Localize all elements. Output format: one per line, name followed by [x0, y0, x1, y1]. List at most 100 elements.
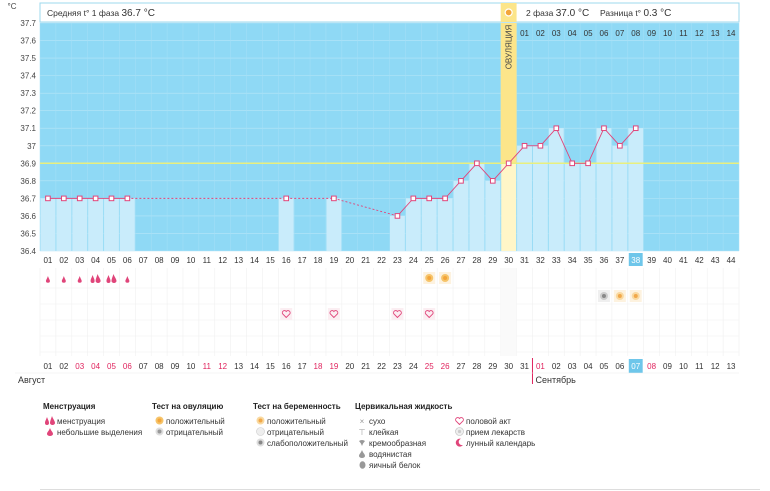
legend-label: лунный календарь [466, 439, 536, 448]
preg-negative-icon [253, 427, 267, 438]
legend-item: яичный белок [355, 460, 452, 471]
y-tick-label: 37.7 [20, 19, 36, 28]
phase2-day-label: 03 [552, 29, 561, 38]
phase2-day-label: 11 [679, 29, 688, 38]
phase2-day-label: 02 [536, 29, 545, 38]
temp-point [108, 195, 115, 202]
creamy-icon [355, 439, 369, 449]
cycle-day-label: 08 [155, 256, 164, 265]
calendar-date-label: 26 [441, 362, 450, 371]
temp-bar [517, 145, 532, 251]
light-drop-icon [61, 276, 66, 283]
intercourse-cell [280, 308, 293, 320]
temp-point [537, 142, 544, 149]
temp-line-segment [397, 198, 414, 217]
temp-point [632, 125, 639, 132]
sun-positive-icon [152, 416, 166, 427]
legend-item: положительный [253, 416, 348, 427]
legend-item: ⊤ клейкая [355, 427, 452, 438]
legend-label: водянистая [369, 450, 412, 459]
calendar-date-label: 14 [250, 362, 259, 371]
legend-item: × сухо [355, 416, 452, 427]
legend-label: кремообразная [369, 439, 427, 448]
cycle-day-label: 03 [75, 256, 84, 265]
legend-item: слабоположительный [253, 438, 348, 449]
temp-point [331, 195, 337, 202]
y-tick-label: 36.9 [20, 159, 36, 168]
legend-cervical: Цервикальная жидкость × сухо ⊤ клейкая к… [355, 402, 452, 471]
temp-bar [88, 198, 104, 251]
legend-label: половой акт [466, 417, 511, 426]
y-tick-label: 37.4 [20, 72, 36, 81]
temp-point [61, 195, 67, 202]
month-label-august: Август [18, 375, 45, 385]
legend-other: половой акт прием лекарств лунный календ… [452, 416, 535, 449]
phase2-day-label: 01 [520, 29, 529, 38]
footer-divider [40, 489, 760, 490]
cycle-day-label: 01 [43, 256, 52, 265]
calendar-date-label: 21 [361, 362, 370, 371]
legend-label: яичный белок [369, 461, 421, 470]
temp-point [92, 195, 99, 202]
temp-point [426, 195, 433, 202]
temp-point [76, 195, 83, 202]
calendar-date-label: 10 [186, 362, 195, 371]
preg-weak-icon [253, 438, 267, 449]
legend-item: отрицательный [253, 427, 348, 438]
temp-line-segment [555, 128, 573, 164]
light-drop-icon [43, 427, 57, 438]
legend-pregnancy-title: Тест на беременность [253, 402, 341, 411]
heart-icon [281, 310, 291, 319]
today-highlight [628, 359, 643, 373]
legend-pregnancy-test: Тест на беременность положительный отриц… [253, 402, 348, 449]
legend-label: слабоположительный [267, 439, 348, 448]
cycle-day-label: 06 [123, 256, 132, 265]
legend-item: отрицательный [152, 427, 225, 438]
legend-item: небольшие выделения [43, 427, 142, 438]
temp-bar [40, 198, 56, 251]
temp-line-segment [460, 163, 478, 182]
temp-point [45, 195, 51, 202]
legend-label: менструация [57, 417, 106, 426]
light-drop-icon [77, 276, 82, 283]
calendar-date-label: 11 [695, 362, 704, 371]
temp-point [569, 160, 575, 167]
moon-icon [452, 438, 466, 449]
cycle-day-label: 36 [600, 256, 609, 265]
cycle-day-label: 05 [107, 256, 116, 265]
calendar-date-label: 02 [552, 362, 561, 371]
pregnancy-icon-core [601, 294, 606, 298]
preg-positive-icon [253, 416, 267, 427]
pregnancy-icon-core [633, 294, 638, 298]
cycle-day-label: 33 [552, 256, 561, 265]
ovulation-column [500, 268, 517, 356]
calendar-date-label: 03 [568, 362, 577, 371]
cycle-day-label: 12 [218, 256, 227, 265]
calendar-date-label: 04 [584, 362, 593, 371]
y-tick-label: 36.7 [20, 194, 36, 203]
cycle-day-label: 17 [298, 256, 307, 265]
calendar-date-label: 17 [298, 362, 307, 371]
heart-icon [424, 310, 434, 319]
sun-positive-icon-core [427, 276, 432, 280]
cycle-day-label: 41 [679, 256, 688, 265]
pregnancy-icon-core [617, 294, 622, 298]
calendar-date-label: 23 [393, 362, 402, 371]
temp-point [505, 160, 512, 167]
bbt-chart: Средняя t° 1 фаза 36.7 °C 2 фаза 37.0 °C Р… [8, 2, 740, 385]
cycle-day-label: 22 [377, 256, 386, 265]
calendar-date-label: 02 [59, 362, 68, 371]
temp-line-segment [492, 163, 509, 182]
y-tick-label: 36.4 [20, 247, 36, 256]
ovulation-label: ОВУЛЯЦИЯ [505, 24, 514, 69]
phase2-day-label: 13 [711, 29, 720, 38]
temp-bar [326, 198, 342, 251]
phase2-summary: 2 фаза 37.0 °C [526, 8, 589, 19]
cycle-day-label: 21 [361, 256, 370, 265]
heart-icon [393, 310, 402, 319]
calendar-date-label: 22 [377, 362, 386, 371]
cycle-day-label: 34 [568, 256, 577, 265]
cycle-day-label: 11 [203, 256, 212, 265]
heavy-drop-icon [106, 275, 111, 283]
cycle-day-label: 19 [329, 256, 338, 265]
